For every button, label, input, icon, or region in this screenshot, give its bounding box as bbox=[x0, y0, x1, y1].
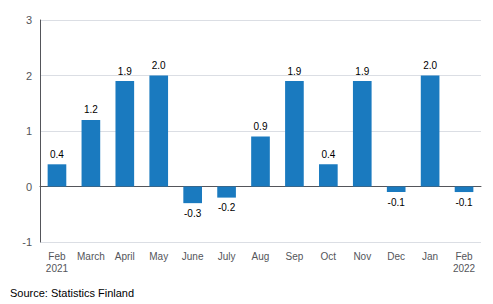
svg-text:2021: 2021 bbox=[46, 263, 69, 274]
svg-text:2: 2 bbox=[26, 70, 32, 82]
svg-text:1.2: 1.2 bbox=[84, 104, 98, 115]
svg-text:March: March bbox=[77, 251, 105, 262]
svg-text:Sep: Sep bbox=[286, 251, 304, 262]
svg-text:3: 3 bbox=[26, 14, 32, 26]
svg-text:-1: -1 bbox=[22, 236, 32, 248]
svg-text:April: April bbox=[115, 251, 135, 262]
svg-text:1.9: 1.9 bbox=[118, 66, 132, 77]
svg-text:Feb: Feb bbox=[455, 251, 473, 262]
svg-text:0.4: 0.4 bbox=[321, 149, 335, 160]
svg-text:2.0: 2.0 bbox=[152, 60, 166, 71]
svg-text:2.0: 2.0 bbox=[423, 60, 437, 71]
svg-text:0.4: 0.4 bbox=[50, 149, 64, 160]
svg-text:2022: 2022 bbox=[453, 263, 476, 274]
svg-text:June: June bbox=[182, 251, 204, 262]
svg-text:Oct: Oct bbox=[321, 251, 337, 262]
svg-text:-0.1: -0.1 bbox=[455, 197, 473, 208]
svg-text:1.9: 1.9 bbox=[287, 66, 301, 77]
svg-text:1: 1 bbox=[26, 125, 32, 137]
svg-text:July: July bbox=[218, 251, 236, 262]
svg-text:May: May bbox=[149, 251, 168, 262]
svg-text:Source: Statistics Finland: Source: Statistics Finland bbox=[10, 287, 134, 299]
svg-text:-0.2: -0.2 bbox=[218, 202, 236, 213]
svg-text:0: 0 bbox=[26, 181, 32, 193]
svg-text:Jan: Jan bbox=[422, 251, 438, 262]
svg-text:Feb: Feb bbox=[48, 251, 66, 262]
svg-text:1.9: 1.9 bbox=[355, 66, 369, 77]
svg-text:Aug: Aug bbox=[252, 251, 270, 262]
svg-text:-0.1: -0.1 bbox=[388, 197, 406, 208]
svg-text:Nov: Nov bbox=[353, 251, 371, 262]
svg-text:-0.3: -0.3 bbox=[184, 208, 202, 219]
svg-text:Dec: Dec bbox=[387, 251, 405, 262]
svg-text:0.9: 0.9 bbox=[254, 121, 268, 132]
